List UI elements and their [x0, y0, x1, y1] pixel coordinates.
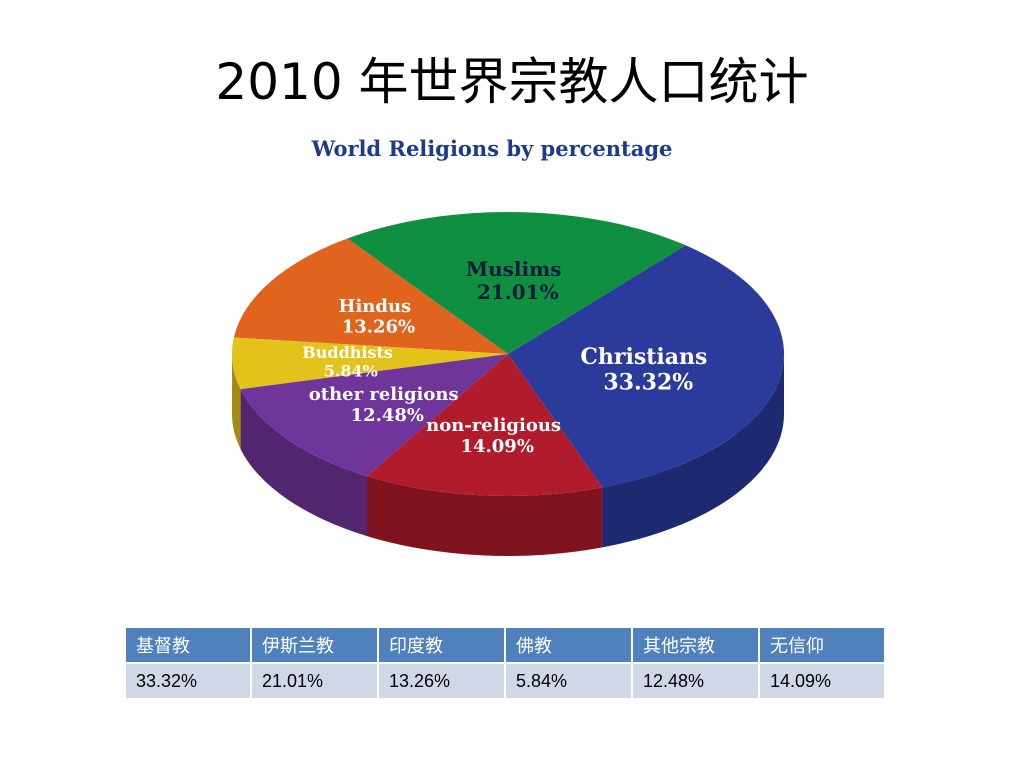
table-header-cell: 基督教	[124, 626, 252, 664]
slice-value-label: 13.26%	[342, 316, 415, 337]
slide-title: 2010 年世界宗教人口统计	[215, 53, 809, 111]
slice-name-label: Buddhists	[302, 343, 393, 362]
slice-value-label: 12.48%	[351, 405, 424, 426]
slice-name-label: Muslims	[466, 257, 562, 281]
pie-slice-muslims	[347, 212, 686, 354]
table-cell: 33.32%	[124, 662, 252, 700]
pie-side-non-religious	[366, 476, 603, 556]
table-header-cell: 其他宗教	[631, 626, 760, 664]
slice-value-label: 5.84%	[324, 361, 378, 380]
pie-chart-svg: World Religions by percentage Christians…	[232, 136, 784, 556]
pie-side-buddhists	[232, 354, 241, 450]
pie-slice-hindus	[233, 238, 508, 354]
table-header-cell: 佛教	[504, 626, 633, 664]
table-row: 33.32% 21.01% 13.26% 5.84% 12.48% 14.09%	[124, 662, 886, 700]
pie-chart: World Religions by percentage Christians…	[232, 118, 874, 613]
slice-value-label: 21.01%	[477, 280, 559, 304]
slice-name-label: other religions	[309, 384, 459, 405]
table-cell: 13.26%	[377, 662, 506, 700]
table-cell: 5.84%	[504, 662, 633, 700]
slice-value-label: 14.09%	[460, 436, 533, 457]
slice-name-label: Christians	[580, 344, 707, 370]
slice-value-label: 33.32%	[603, 369, 693, 395]
pie-side-other-religions	[240, 389, 367, 537]
pie-slice-christians	[508, 245, 784, 488]
pie-slice-non-religious	[366, 354, 603, 496]
slice-name-label: non-religious	[426, 415, 561, 436]
pie-sides	[232, 354, 784, 556]
table-cell: 14.09%	[758, 662, 886, 700]
data-table: 基督教 伊斯兰教 印度教 佛教 其他宗教 无信仰 33.32% 21.01% 1…	[124, 626, 886, 700]
pie-slices	[232, 212, 784, 496]
slice-name-label: Hindus	[338, 296, 411, 317]
table-cell: 12.48%	[631, 662, 760, 700]
chart-title: World Religions by percentage	[311, 136, 673, 161]
pie-side-christians	[602, 354, 784, 548]
pie-slice-buddhists	[232, 337, 508, 390]
table-header-row: 基督教 伊斯兰教 印度教 佛教 其他宗教 无信仰	[124, 626, 886, 664]
table-header-cell: 印度教	[377, 626, 506, 664]
table-header-cell: 伊斯兰教	[250, 626, 379, 664]
table-cell: 21.01%	[250, 662, 379, 700]
table-header-cell: 无信仰	[758, 626, 886, 664]
pie-slice-other-religions	[240, 354, 508, 477]
